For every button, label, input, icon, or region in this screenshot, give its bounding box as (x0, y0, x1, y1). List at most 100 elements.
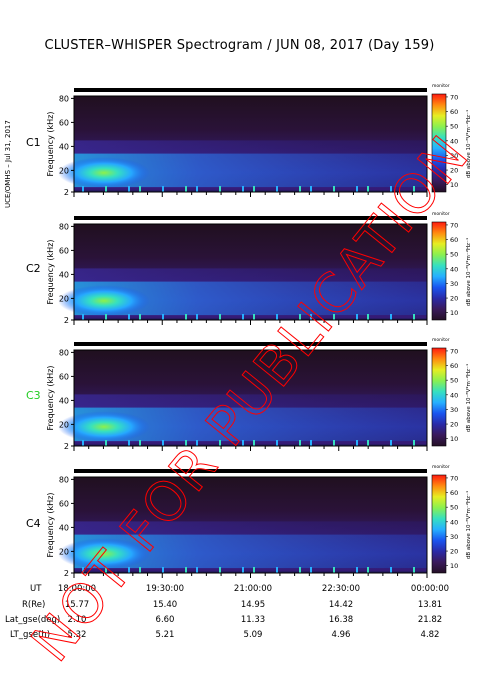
spectrogram-burst (390, 186, 392, 192)
y-axis-label: Frequency (kHz) (46, 240, 55, 305)
colorbar-tick-label: 40 (450, 518, 458, 526)
colorbar-label: dB above 10⁻⁸V²m⁻²Hz⁻¹ (465, 364, 472, 432)
y-tick-label: 60 (59, 499, 69, 508)
spectrogram-burst (139, 186, 141, 192)
spectrogram-burst (162, 186, 164, 192)
spectrogram-burst (196, 186, 198, 192)
spectrogram-lowband (74, 568, 427, 572)
colorbar-label: dB above 10⁻⁸V²m⁻²Hz⁻¹ (465, 110, 472, 178)
panel-label-c1: C1 (26, 136, 41, 149)
spectrogram-burst (356, 314, 358, 320)
spectrogram-burst (413, 314, 415, 320)
panel-label-c3: C3 (26, 389, 41, 402)
spectrogram-burst (310, 440, 312, 446)
footer-value: 21.82 (417, 615, 443, 625)
spectrogram-burst (367, 314, 369, 320)
y-tick-label: 60 (59, 372, 69, 381)
spectrogram-burst (276, 314, 278, 320)
spectrogram-burst (299, 567, 301, 573)
footer-value: 22:30:00 (321, 584, 361, 594)
spectrogram-burst (162, 567, 164, 573)
colorbar-unit-top: monitor (432, 83, 450, 89)
spectrogram-burst (196, 314, 198, 320)
colorbar-unit-top: monitor (432, 337, 450, 343)
spectrogram-burst (242, 186, 244, 192)
spectrogram-burst (162, 440, 164, 446)
page-title: CLUSTER–WHISPER Spectrogram / JUN 08, 20… (44, 38, 435, 53)
spectrogram-burst (82, 567, 84, 573)
footer-value: 5.09 (243, 630, 263, 640)
spectrogram-burst (333, 567, 335, 573)
footer-value: 2.10 (67, 615, 87, 625)
spectrogram-burst (82, 440, 84, 446)
colorbar-label: dB above 10⁻⁸V²m⁻²Hz⁻¹ (465, 238, 472, 306)
y-tick-label: 20 (59, 420, 69, 429)
spectrogram-burst (128, 314, 130, 320)
y-tick-label: 80 (59, 348, 69, 357)
y-tick-label: 40 (59, 396, 69, 405)
spectrogram-burst (299, 186, 301, 192)
footer-value: 13.81 (417, 600, 443, 610)
spectrogram-burst (185, 186, 187, 192)
spectrogram-burst (356, 567, 358, 573)
spectrogram-burst (299, 314, 301, 320)
spectrogram-lowband (74, 315, 427, 319)
spectrogram-burst (82, 186, 84, 192)
colorbar-tick-label: 20 (450, 167, 458, 175)
status-bar (74, 216, 427, 220)
spectrogram-burst (185, 440, 187, 446)
colorbar-tick-label: 60 (450, 489, 458, 497)
y-tick-label: 2 (64, 316, 69, 325)
y-tick-label: 20 (59, 166, 69, 175)
spectrogram-hotspot (58, 157, 150, 189)
footer-value: 00:00:00 (410, 584, 450, 594)
y-axis-label: Frequency (kHz) (46, 493, 55, 558)
spectrogram-burst (162, 314, 164, 320)
spectrogram-burst (196, 567, 198, 573)
spectrogram-burst (219, 440, 221, 446)
panel-label-c4: C4 (26, 517, 41, 530)
spectrogram-burst (333, 186, 335, 192)
spectrogram-burst (105, 440, 107, 446)
colorbar-tick-label: 60 (450, 236, 458, 244)
spectrogram-burst (219, 186, 221, 192)
footer-label-r: R(Re) (22, 600, 46, 610)
spectrogram-burst (139, 440, 141, 446)
spectrogram-burst (253, 186, 255, 192)
spectrogram-hotspot (58, 538, 150, 570)
spectrogram-burst (276, 567, 278, 573)
colorbar-tick-label: 40 (450, 137, 458, 145)
y-tick-label: 80 (59, 222, 69, 231)
y-tick-label: 40 (59, 523, 69, 532)
footer-label-lt: LT_gse(h) (10, 630, 51, 640)
spectrogram-burst (356, 440, 358, 446)
colorbar (431, 474, 447, 574)
y-tick-label: 20 (59, 547, 69, 556)
colorbar-tick-label: 50 (450, 251, 458, 259)
colorbar-tick-label: 10 (450, 181, 458, 189)
y-tick-label: 2 (64, 569, 69, 578)
y-tick-label: 60 (59, 118, 69, 127)
footer-value: 5.21 (155, 630, 175, 640)
panel-c4: 2 20 40 60 80 Frequency (kHz) 10 20 30 40 50 60 70mo… (46, 464, 472, 578)
colorbar-tick-label: 50 (450, 123, 458, 131)
colorbar-tick-label: 40 (450, 265, 458, 273)
spectrogram-lowband (74, 187, 427, 191)
spectrogram-burst (105, 314, 107, 320)
spectrogram-lowband (74, 441, 427, 445)
colorbar-tick-label: 10 (450, 309, 458, 317)
spectrogram-burst (367, 186, 369, 192)
spectrogram-burst (413, 440, 415, 446)
footer-value: 18:00:00 (57, 584, 97, 594)
footer-value: 4.82 (420, 630, 440, 640)
y-axis-label: Frequency (kHz) (46, 112, 55, 177)
colorbar-tick-label: 10 (450, 435, 458, 443)
spectrogram-burst (128, 186, 130, 192)
colorbar-tick-label: 60 (450, 362, 458, 370)
spectrogram-hotspot (58, 411, 150, 443)
footer-value: 16.38 (328, 615, 354, 625)
colorbar (431, 93, 447, 193)
colorbar-tick-label: 50 (450, 504, 458, 512)
y-tick-label: 40 (59, 142, 69, 151)
colorbar-label: dB above 10⁻⁸V²m⁻²Hz⁻¹ (465, 491, 472, 559)
